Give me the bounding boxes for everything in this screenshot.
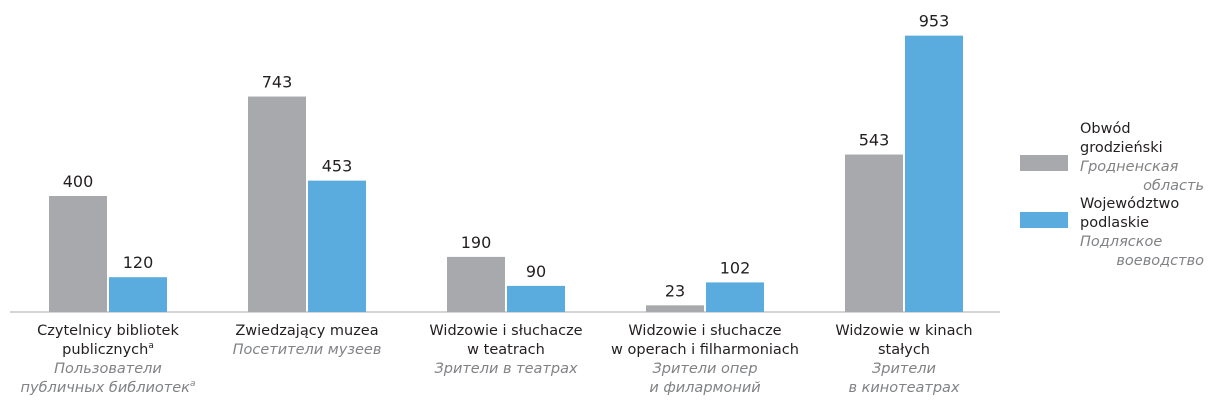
value-label: 400 <box>63 172 94 191</box>
bar <box>845 154 903 312</box>
bar <box>447 256 505 312</box>
x-tick-label: Widzowie w kinach stałych Зрители в кинотеа… <box>805 322 1004 398</box>
legend-entry: Obwód grodzieński Гродненская область <box>1080 120 1204 196</box>
category-translation: в кинотеатрах <box>805 379 1004 398</box>
value-label: 190 <box>461 233 492 252</box>
category-text: stałych <box>878 342 930 358</box>
bar <box>905 35 963 312</box>
category-line: w teatrach <box>407 341 606 360</box>
category-translation: Зрители опер <box>606 360 805 379</box>
value-label: 543 <box>859 131 890 150</box>
category-line: publicznycha <box>9 341 208 360</box>
bar <box>49 196 107 312</box>
legend-swatch <box>1020 155 1068 171</box>
bar <box>109 277 167 312</box>
category-text: публичных библиотек <box>20 380 190 396</box>
value-label: 453 <box>322 157 353 176</box>
category-text: Widzowie i słuchacze <box>628 323 782 339</box>
category-text: Посетители музеев <box>232 342 382 358</box>
category-text: publicznych <box>62 342 149 358</box>
category-text: w operach i filharmoniach <box>611 342 799 358</box>
category-text: в кинотеатрах <box>848 380 960 396</box>
category-line: stałych <box>805 341 1004 360</box>
category-text: Widzowie w kinach <box>835 323 973 339</box>
category-line: Widzowie w kinach <box>805 322 1004 341</box>
category-translation: Зрители <box>805 360 1004 379</box>
category-line: Zwiedzający muzea <box>208 322 407 341</box>
category-translation: Посетители музеев <box>208 341 407 360</box>
category-text: Пользователи <box>54 361 162 377</box>
value-label: 23 <box>665 281 685 300</box>
category-text: Zwiedzający muzea <box>235 323 379 339</box>
category-line: Widzowie i słuchacze <box>606 322 805 341</box>
x-tick-label: Czytelnicy bibliotek publicznycha Пользова… <box>9 322 208 398</box>
legend-name: Województwo podlaskie <box>1080 196 1180 231</box>
category-translation: публичных библиотекa <box>9 379 208 398</box>
bar <box>646 305 704 312</box>
bar <box>706 282 764 312</box>
category-line: Czytelnicy bibliotek <box>9 322 208 341</box>
legend-swatch <box>1020 212 1068 228</box>
category-translation: Пользователи <box>9 360 208 379</box>
value-label: 102 <box>720 258 751 277</box>
category-text: w teatrach <box>467 342 545 358</box>
category-line: w operach i filharmoniach <box>606 341 805 360</box>
category-text: Widzowie i słuchacze <box>429 323 583 339</box>
category-text: Зрители <box>872 361 936 377</box>
category-line: Widzowie i słuchacze <box>407 322 606 341</box>
bar <box>248 96 306 312</box>
value-label: 120 <box>123 253 154 272</box>
category-text: и филармоний <box>649 380 761 396</box>
footnote-mark: a <box>148 341 154 351</box>
legend-name-ru: Подляское воеводство <box>1080 234 1204 269</box>
value-label: 743 <box>262 73 293 92</box>
category-text: Зрители опер <box>652 361 758 377</box>
legend-name: Obwód grodzieński <box>1080 121 1163 156</box>
bar <box>507 285 565 312</box>
legend-name-ru: Гродненская область <box>1080 159 1204 194</box>
category-translation: и филармоний <box>606 379 805 398</box>
category-translation: Зрители в театрах <box>407 360 606 379</box>
value-label: 953 <box>919 12 950 31</box>
category-text: Czytelnicy bibliotek <box>37 323 179 339</box>
x-tick-label: Widzowie i słuchacze w operach i filharmo… <box>606 322 805 398</box>
value-label: 90 <box>526 262 546 281</box>
bar <box>308 180 366 312</box>
x-tick-label: Widzowie i słuchacze w teatrach Зрители в … <box>407 322 606 379</box>
category-text: Зрители в театрах <box>434 361 578 377</box>
x-tick-label: Zwiedzający muzea Посетители музеев <box>208 322 407 360</box>
footnote-mark: a <box>189 379 196 389</box>
legend-entry: Województwo podlaskie Подляское воеводств… <box>1080 195 1204 271</box>
